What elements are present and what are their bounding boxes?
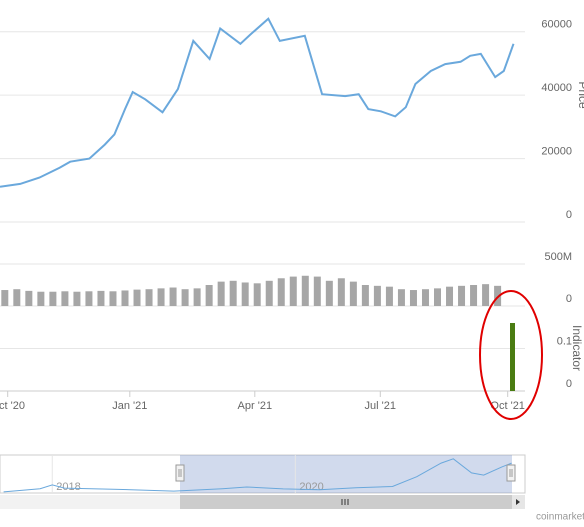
bar: [373, 285, 381, 306]
y-tick-label: 40000: [541, 82, 572, 94]
bar: [109, 291, 117, 306]
bar: [133, 289, 141, 306]
bar: [61, 291, 69, 306]
bar: [458, 285, 466, 306]
bar: [510, 323, 515, 391]
navigator-selection[interactable]: [180, 455, 512, 493]
y-axis-title: Price: [576, 81, 584, 109]
bar: [229, 280, 237, 306]
x-tick-label: Oct '20: [0, 400, 25, 412]
bar: [325, 280, 333, 306]
bar: [97, 290, 105, 306]
navigator-handle[interactable]: [506, 464, 516, 482]
y-tick-label: 20000: [541, 145, 572, 157]
bar: [1, 290, 9, 306]
bar: [421, 289, 429, 306]
y-tick-label: 0: [566, 293, 572, 305]
scrollbar-thumb[interactable]: [180, 495, 512, 509]
y-tick-label: 500M: [544, 251, 572, 263]
bar: [217, 281, 225, 306]
bar: [337, 278, 345, 306]
bar: [289, 276, 297, 306]
bar: [181, 289, 189, 306]
scrollbar-arrow: [516, 499, 520, 505]
bar: [49, 291, 57, 306]
bar: [253, 283, 261, 306]
bar: [37, 291, 45, 306]
x-tick-label: 2020: [299, 481, 323, 493]
bar: [397, 289, 405, 306]
bar: [446, 286, 454, 306]
bar: [349, 281, 357, 306]
bar: [85, 291, 93, 306]
bar: [169, 287, 177, 306]
bar: [25, 290, 33, 306]
x-tick-label: 2018: [56, 481, 80, 493]
x-tick-label: Jul '21: [365, 400, 396, 412]
bar: [470, 285, 478, 306]
bar: [205, 285, 213, 306]
bar: [313, 276, 321, 306]
x-tick-label: Oct '21: [490, 400, 525, 412]
bar: [193, 288, 201, 306]
bar: [73, 291, 81, 306]
bar: [301, 275, 309, 306]
y-tick-label: 0.1: [557, 335, 572, 347]
bar: [385, 286, 393, 306]
y-tick-label: 0: [566, 378, 572, 390]
navigator-frame: [0, 454, 526, 494]
y-axis-title: Indicator: [570, 325, 584, 371]
price-line: [0, 17, 515, 188]
x-tick-label: Apr '21: [238, 400, 273, 412]
navigator-line: [3, 458, 512, 493]
bar: [361, 285, 369, 306]
y-tick-label: 0: [566, 209, 572, 221]
bar: [241, 282, 249, 306]
y-tick-label: 60000: [541, 19, 572, 31]
scrollbar-grip: [341, 499, 349, 505]
bar: [482, 284, 490, 306]
bar: [434, 288, 441, 306]
x-tick-label: Jan '21: [112, 400, 147, 412]
navigator-handle[interactable]: [175, 464, 185, 482]
bar: [157, 288, 165, 306]
bar: [13, 289, 21, 306]
highlight-circle: [479, 290, 543, 420]
bar: [409, 290, 417, 306]
bar: [277, 278, 285, 306]
bar: [265, 280, 273, 306]
bar: [145, 289, 153, 306]
watermark: coinmarketcap.com: [536, 512, 584, 523]
bar: [121, 290, 129, 306]
